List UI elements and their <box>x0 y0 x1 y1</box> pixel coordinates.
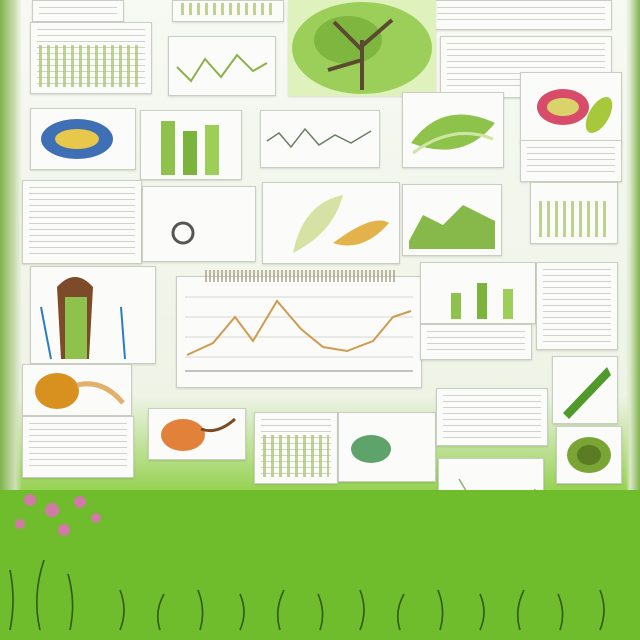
leaf-illustration <box>552 356 618 424</box>
chart-card <box>260 110 380 168</box>
plant-illustration <box>262 182 400 264</box>
chart-card <box>420 262 536 324</box>
chart-card <box>140 110 242 180</box>
chart-card <box>436 388 548 446</box>
chart-card <box>172 0 284 22</box>
main-chart-title-scribble <box>205 270 395 282</box>
line-chart-small <box>176 53 268 83</box>
chart-card <box>22 416 134 478</box>
chart-card <box>520 140 622 182</box>
chart-card <box>530 182 618 244</box>
seed-illustration <box>30 108 136 170</box>
chart-card <box>22 180 142 264</box>
chart-card <box>142 186 256 262</box>
leaf-chart-card <box>402 92 504 168</box>
seed-illustration <box>148 408 246 460</box>
seed-illustration <box>22 364 132 416</box>
cabbage-illustration <box>338 412 436 482</box>
left-vine-border <box>0 0 22 640</box>
chart-card <box>430 0 612 30</box>
grass-field <box>0 490 640 640</box>
chart-card <box>536 262 618 350</box>
chart-card <box>420 324 532 360</box>
leaf-illustration <box>520 72 622 144</box>
tree-illustration <box>288 0 436 96</box>
cabbage-illustration <box>556 426 622 484</box>
main-line-chart <box>176 276 422 388</box>
plant-stem-illustration <box>30 266 156 364</box>
chart-card <box>402 184 502 256</box>
chart-card <box>168 36 276 96</box>
chart-card <box>254 412 338 484</box>
chart-card <box>30 22 152 94</box>
chart-card <box>32 0 124 22</box>
right-vine-border <box>626 0 640 640</box>
